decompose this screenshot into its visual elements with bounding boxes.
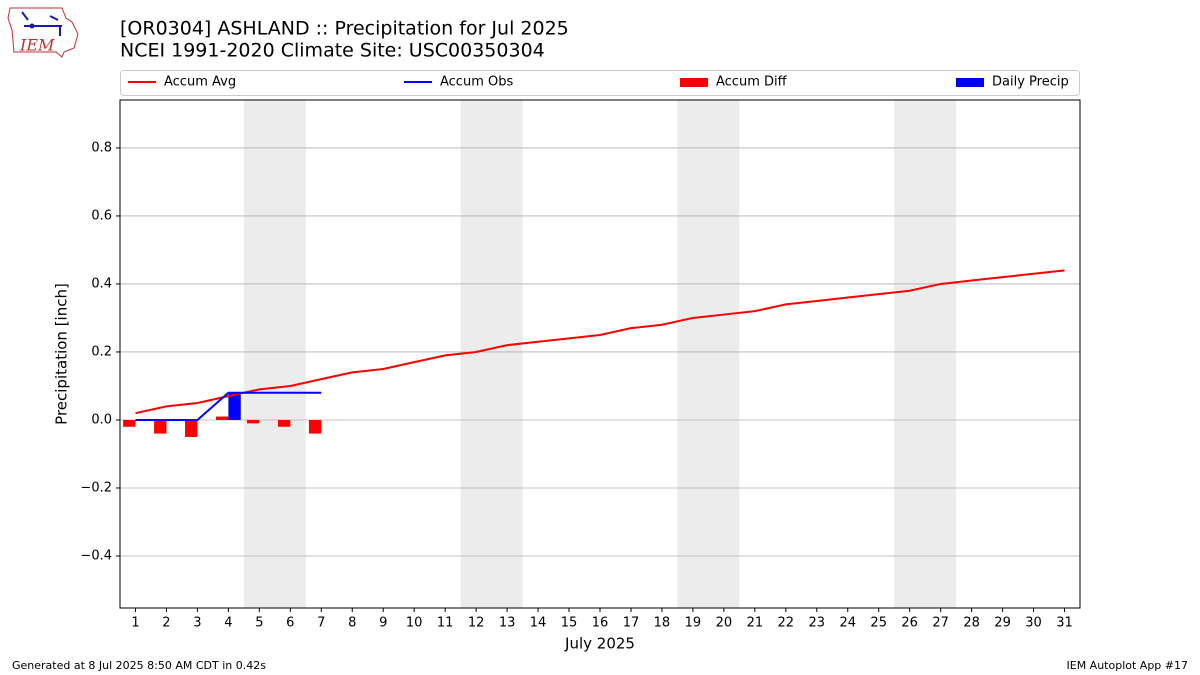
weekend-shade	[677, 100, 740, 608]
x-tick-label: 29	[994, 616, 1011, 631]
logo-outline	[7, 7, 79, 58]
weekend-shade	[243, 100, 306, 608]
bar	[228, 392, 241, 420]
bar	[277, 419, 291, 427]
logo: IEM	[7, 7, 79, 58]
x-tick-label: 16	[592, 616, 609, 631]
x-tick-label: 1	[131, 616, 139, 631]
legend-swatch	[680, 78, 708, 87]
y-tick-label: 0.6	[91, 208, 112, 223]
x-tick-label: 26	[901, 616, 918, 631]
x-tick-label: 27	[932, 616, 949, 631]
x-tick-label: 30	[1025, 616, 1042, 631]
line	[135, 391, 322, 421]
legend-frame	[120, 70, 1080, 96]
x-tick-label: 19	[685, 616, 702, 631]
y-tick-label: 0.8	[91, 140, 112, 155]
x-tick-label: 8	[348, 616, 356, 631]
x-tick-label: 22	[778, 616, 795, 631]
weekend-shade	[460, 100, 523, 608]
legend-label: Accum Avg	[164, 75, 236, 90]
bar	[154, 419, 167, 434]
legend-swatch	[956, 78, 984, 87]
x-tick-label: 13	[499, 616, 516, 631]
x-tick-label: 7	[317, 616, 325, 631]
x-tick-label: 5	[255, 616, 263, 631]
x-tick-label: 3	[193, 616, 201, 631]
x-tick-label: 4	[224, 616, 232, 631]
x-tick-label: 11	[437, 616, 454, 631]
y-axis-label: Precipitation [inch]	[53, 283, 71, 425]
x-tick-label: 12	[468, 616, 485, 631]
bar	[123, 419, 136, 427]
legend-label: Daily Precip	[992, 75, 1069, 90]
x-axis-label: July 2025	[564, 635, 635, 653]
x-tick-label: 24	[839, 616, 856, 631]
x-tick-label: 6	[286, 616, 294, 631]
chart-title: [OR0304] ASHLAND :: Precipitation for Ju…	[120, 18, 569, 40]
x-tick-label: 15	[561, 616, 578, 631]
chart-subtitle: NCEI 1991-2020 Climate Site: USC00350304	[120, 40, 545, 62]
x-tick-label: 17	[623, 616, 640, 631]
weekend-shade	[894, 100, 957, 608]
bar	[185, 419, 198, 437]
x-tick-label: 23	[809, 616, 826, 631]
x-tick-label: 10	[406, 616, 423, 631]
y-tick-label: −0.2	[80, 480, 112, 495]
footer-right: IEM Autoplot App #17	[1067, 659, 1189, 672]
x-tick-label: 14	[530, 616, 547, 631]
x-tick-label: 2	[162, 616, 170, 631]
bar	[308, 419, 322, 434]
x-tick-label: 31	[1056, 616, 1073, 631]
footer-left: Generated at 8 Jul 2025 8:50 AM CDT in 0…	[12, 659, 266, 672]
bar	[216, 416, 229, 420]
x-tick-label: 25	[870, 616, 887, 631]
x-tick-label: 18	[654, 616, 671, 631]
bar	[246, 419, 260, 424]
plot-frame	[119, 99, 1081, 609]
logo-text: IEM	[19, 36, 55, 55]
x-tick-label: 20	[716, 616, 733, 631]
y-tick-label: 0.4	[91, 276, 112, 291]
legend-label: Accum Obs	[440, 75, 513, 90]
y-tick-label: 0.0	[91, 412, 112, 427]
line	[135, 269, 1065, 415]
x-tick-label: 28	[963, 616, 980, 631]
x-tick-label: 9	[379, 616, 387, 631]
x-tick-label: 21	[747, 616, 764, 631]
legend-label: Accum Diff	[716, 75, 788, 90]
logo-icon	[21, 11, 62, 36]
y-tick-label: 0.2	[91, 344, 112, 359]
y-tick-label: −0.4	[80, 548, 112, 563]
